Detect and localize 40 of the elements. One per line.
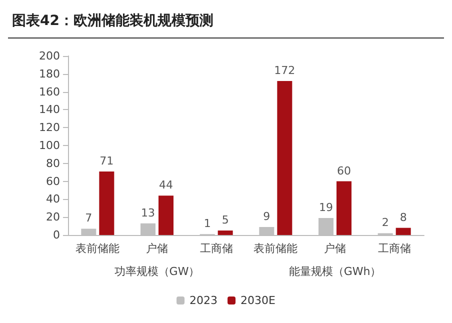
bar [158, 196, 174, 235]
data-label: 7 [85, 212, 92, 225]
data-label: 172 [274, 64, 296, 78]
y-tick-label: 60 [46, 174, 60, 188]
x-tick-label: 工商储 [200, 242, 233, 255]
text: 能量规模（GWh） [288, 265, 382, 278]
y-tick-label: 0 [53, 228, 60, 242]
data-label: 71 [100, 154, 114, 168]
bar [99, 171, 114, 235]
data-label: 44 [159, 178, 173, 192]
bar [396, 228, 411, 235]
bar [277, 81, 292, 235]
y-tick-label: 180 [39, 67, 60, 80]
x-tick-label: 表前储能 [254, 242, 298, 255]
data-label: 13 [141, 206, 155, 220]
data-label: 9 [263, 210, 270, 223]
bar [218, 230, 233, 235]
y-tick-label: 40 [46, 192, 60, 206]
bar [336, 181, 352, 235]
x-tick-label: 工商储 [378, 242, 411, 255]
x-tick-label: 表前储能 [76, 242, 120, 255]
y-tick-label: 160 [39, 85, 60, 98]
y-tick-label: 140 [39, 103, 60, 116]
y-tick-label: 20 [46, 210, 60, 224]
legend-label: 2023 [190, 294, 218, 307]
data-label: 1 [204, 217, 211, 230]
data-label: 5 [222, 214, 229, 227]
data-label: 8 [400, 210, 407, 224]
y-tick-label: 100 [39, 139, 60, 152]
y-tick-label: 120 [39, 121, 60, 134]
x-tick-label: 户储 [324, 242, 346, 255]
legend-label: 2030E [240, 294, 276, 307]
chart-title: 图表42：欧洲储能装机规模预测 [12, 13, 214, 29]
x-tick-label: 户储 [146, 242, 168, 255]
data-label: 2 [382, 216, 389, 230]
text: 功率规模（GW） [114, 265, 200, 278]
data-label: 60 [337, 164, 351, 178]
y-tick-label: 200 [39, 50, 60, 62]
data-label: 19 [319, 200, 333, 214]
y-tick-label: 80 [46, 156, 60, 170]
